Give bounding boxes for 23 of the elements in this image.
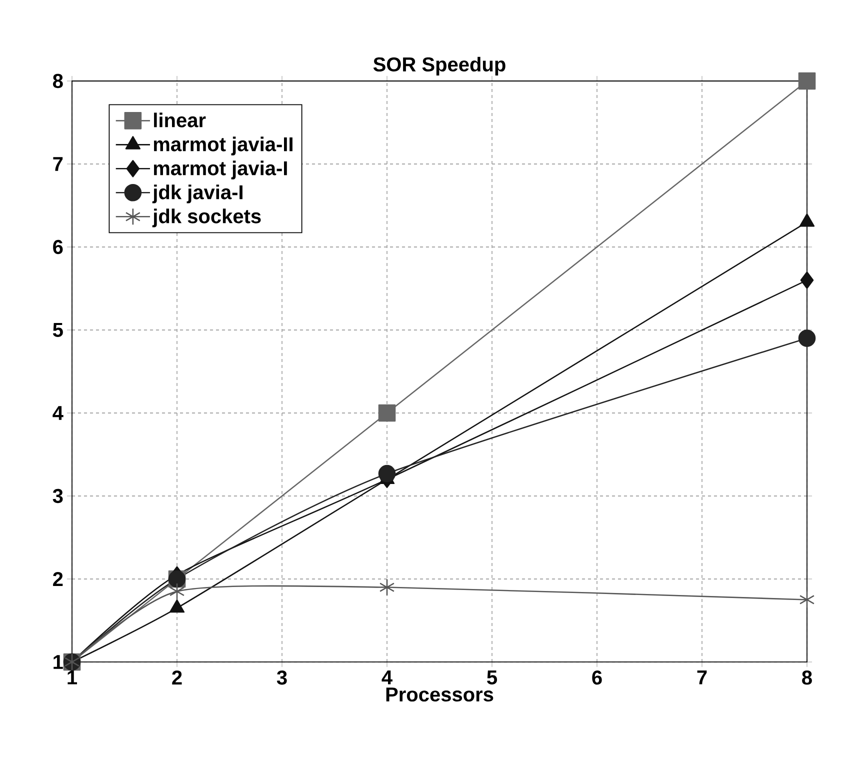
legend-label: jdk javia-I [152,184,242,204]
y-tick-label: 3 [52,488,63,504]
legend-label: marmot javia-II [154,136,292,156]
x-tick-label: 2 [172,670,182,684]
y-tick-label: 5 [52,323,63,337]
legend-label: marmot javia-I [154,160,287,180]
y-tick-label: 1 [54,655,63,669]
x-tick-label: 7 [697,670,707,684]
chart-title: SOR Speedup [373,56,506,76]
y-tick-label: 7 [53,157,63,171]
x-tick-label: 5 [487,670,498,684]
legend-label: linear [154,112,206,128]
x-tick-label: 6 [592,670,602,685]
y-tick-label: 2 [53,572,63,586]
x-tick-label: 4 [382,670,392,684]
x-axis-title: Processors [386,688,494,702]
x-tick-label: 8 [802,670,812,685]
legend-label: jdk sockets [152,208,261,228]
y-tick-label: 8 [52,74,63,88]
x-tick-label: 3 [276,670,287,685]
y-tick-label: 6 [53,240,63,254]
y-tick-label: 4 [52,406,64,420]
x-tick-label: 1 [68,670,78,684]
